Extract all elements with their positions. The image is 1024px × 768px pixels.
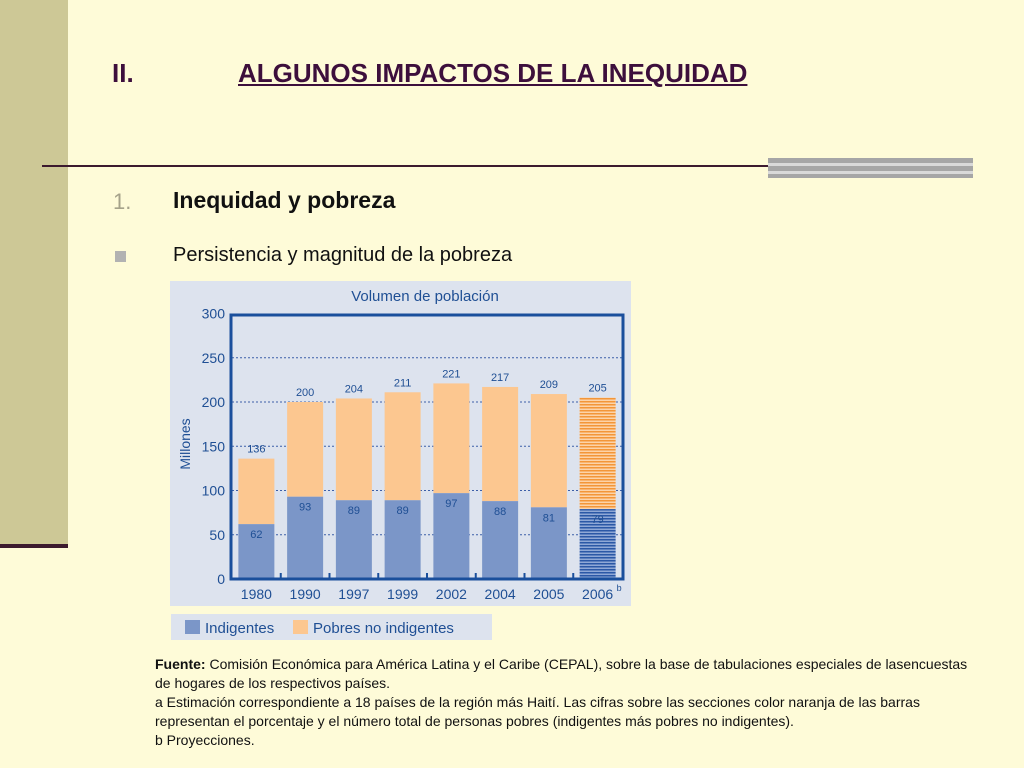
bar-indigentes — [579, 509, 616, 579]
indigent-data-label: 88 — [494, 506, 506, 518]
plot-frame — [229, 313, 625, 581]
total-data-label: 136 — [247, 444, 265, 456]
footnote-b: b Proyecciones. — [155, 732, 255, 748]
total-data-label: 211 — [394, 377, 412, 389]
indigent-data-label: 89 — [397, 505, 409, 517]
x-tick-superscript: b — [617, 583, 622, 593]
total-data-label: 200 — [296, 387, 314, 399]
bar-indigentes — [287, 496, 324, 579]
bar-indigentes — [238, 524, 275, 579]
y-tick-label: 300 — [202, 306, 226, 322]
bar-pobres-no-indigentes — [384, 392, 421, 501]
y-tick-label: 250 — [202, 350, 226, 366]
total-data-label: 209 — [540, 379, 558, 391]
legend-panel — [171, 614, 492, 640]
bar-pobres-no-indigentes — [287, 402, 324, 497]
legend-swatch-indigentes — [185, 620, 200, 634]
title-rule — [42, 165, 972, 167]
left-decor-line — [0, 544, 68, 548]
footnote-block: Fuente: Comisión Económica para América … — [155, 655, 985, 750]
y-tick-label: 50 — [209, 527, 225, 543]
bullet-text: Persistencia y magnitud de la pobreza — [173, 244, 513, 266]
bar-pobres-no-indigentes — [579, 397, 616, 510]
x-tick-label: 2005 — [533, 586, 564, 602]
bar-pobres-no-indigentes — [482, 386, 519, 502]
y-tick-label: 100 — [202, 483, 226, 499]
bar-indigentes — [530, 507, 567, 579]
x-tick-label: 1980 — [241, 586, 272, 602]
total-data-label: 221 — [442, 368, 460, 380]
total-data-label: 204 — [345, 383, 363, 395]
y-axis-label: Millones — [177, 418, 193, 469]
section-title: Inequidad y pobreza — [173, 187, 396, 213]
indigent-data-label: 97 — [445, 498, 457, 510]
indigent-data-label: 79 — [592, 514, 604, 526]
x-tick-label: 2004 — [485, 586, 516, 602]
x-tick-label: 2002 — [436, 586, 467, 602]
x-tick-label: 1990 — [290, 586, 321, 602]
section-number: 1. — [113, 189, 132, 214]
poverty-chart: Volumen de población Millones 136 62 200 93… — [177, 288, 625, 637]
y-tick-label: 200 — [202, 394, 226, 410]
bar-pobres-no-indigentes — [335, 398, 372, 501]
indigent-data-label: 93 — [299, 502, 311, 514]
x-tick-label: 2006 — [582, 586, 613, 602]
footnote-a: a Estimación correspondiente a 18 países… — [155, 694, 920, 729]
bar-indigentes — [335, 500, 372, 579]
footnote-source-label: Fuente: — [155, 656, 206, 672]
left-decor-band — [0, 0, 68, 548]
legend-swatch-pobres — [293, 620, 308, 634]
legend-label-pobres: Pobres no indigentes — [313, 620, 454, 637]
bar-pobres-no-indigentes — [433, 383, 470, 494]
footnote-source: Fuente: Comisión Económica para América … — [155, 655, 985, 693]
indigent-data-label: 62 — [250, 529, 262, 541]
indigent-data-label: 81 — [543, 512, 555, 524]
total-data-label: 217 — [491, 372, 509, 384]
bar-indigentes — [384, 500, 421, 579]
total-data-label: 205 — [588, 383, 606, 395]
page-title: ALGUNOS IMPACTOS DE LA INEQUIDAD — [238, 58, 748, 88]
legend-label-indigentes: Indigentes — [205, 620, 274, 637]
y-tick-label: 0 — [217, 571, 225, 587]
bar-indigentes — [433, 493, 470, 579]
indigent-data-label: 89 — [348, 505, 360, 517]
y-tick-label: 150 — [202, 438, 226, 454]
x-tick-label: 1999 — [387, 586, 418, 602]
title-rule-accent — [768, 158, 973, 178]
footnote-source-text: Comisión Económica para América Latina y… — [155, 656, 968, 691]
bar-pobres-no-indigentes — [530, 394, 567, 508]
title-number: II. — [112, 58, 134, 88]
chart-title: Volumen de población — [351, 288, 499, 305]
x-tick-label: 1997 — [338, 586, 369, 602]
bullet-square-icon — [115, 251, 126, 262]
bar-indigentes — [482, 501, 519, 579]
bar-pobres-no-indigentes — [238, 458, 275, 525]
